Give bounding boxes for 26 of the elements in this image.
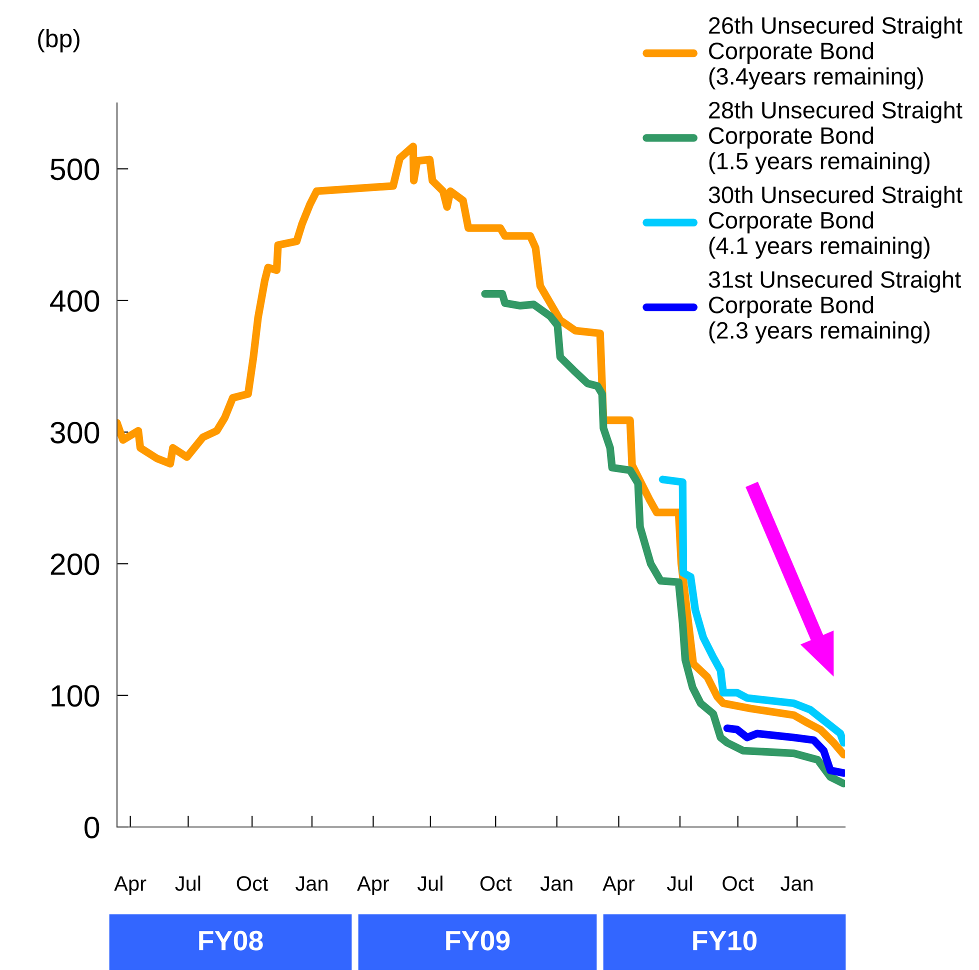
text: FY10 (693, 930, 757, 950)
x-tick-label: Apr (602, 876, 635, 896)
x-tick-label: Jul (666, 876, 692, 891)
x-tick-label: Apr (114, 876, 146, 896)
y-tick-label: 200 (50, 553, 100, 576)
legend-label: 31st Unsecured Straight Corporate Bond (2.3 years remaining) (708, 270, 961, 344)
legend-label: 28th Unsecured Straight Corporate Bond (1.5 years remaining) (709, 101, 962, 174)
legend-label: 26th Unsecured Straight Corporate Bond (3.4years remaining) (709, 16, 962, 90)
x-tick-label: Jul (175, 876, 200, 891)
x-tick-label: Jan (540, 876, 572, 891)
y-tick-label: 300 (50, 422, 100, 444)
y-axis-title: (bp) (38, 29, 80, 52)
x-tick-label: Jan (296, 876, 328, 891)
x-tick-label: Apr (357, 876, 390, 896)
x-tick-label: Jan (780, 876, 813, 891)
text: FY08 (199, 930, 263, 950)
x-tick-label: Oct (236, 876, 268, 891)
y-tick-label: 400 (50, 290, 100, 312)
legend-label: 30th Unsecured Straight Corporate Bond (4.1 years remaining) (708, 186, 962, 259)
x-tick-label: Jul (417, 876, 442, 891)
y-tick-label: 500 (50, 158, 100, 180)
text: FY09 (446, 930, 510, 950)
y-tick-label: 100 (52, 685, 100, 707)
y-tick-label: 0 (84, 816, 100, 838)
x-tick-label: Oct (722, 876, 754, 891)
x-tick-label: Oct (480, 876, 512, 891)
